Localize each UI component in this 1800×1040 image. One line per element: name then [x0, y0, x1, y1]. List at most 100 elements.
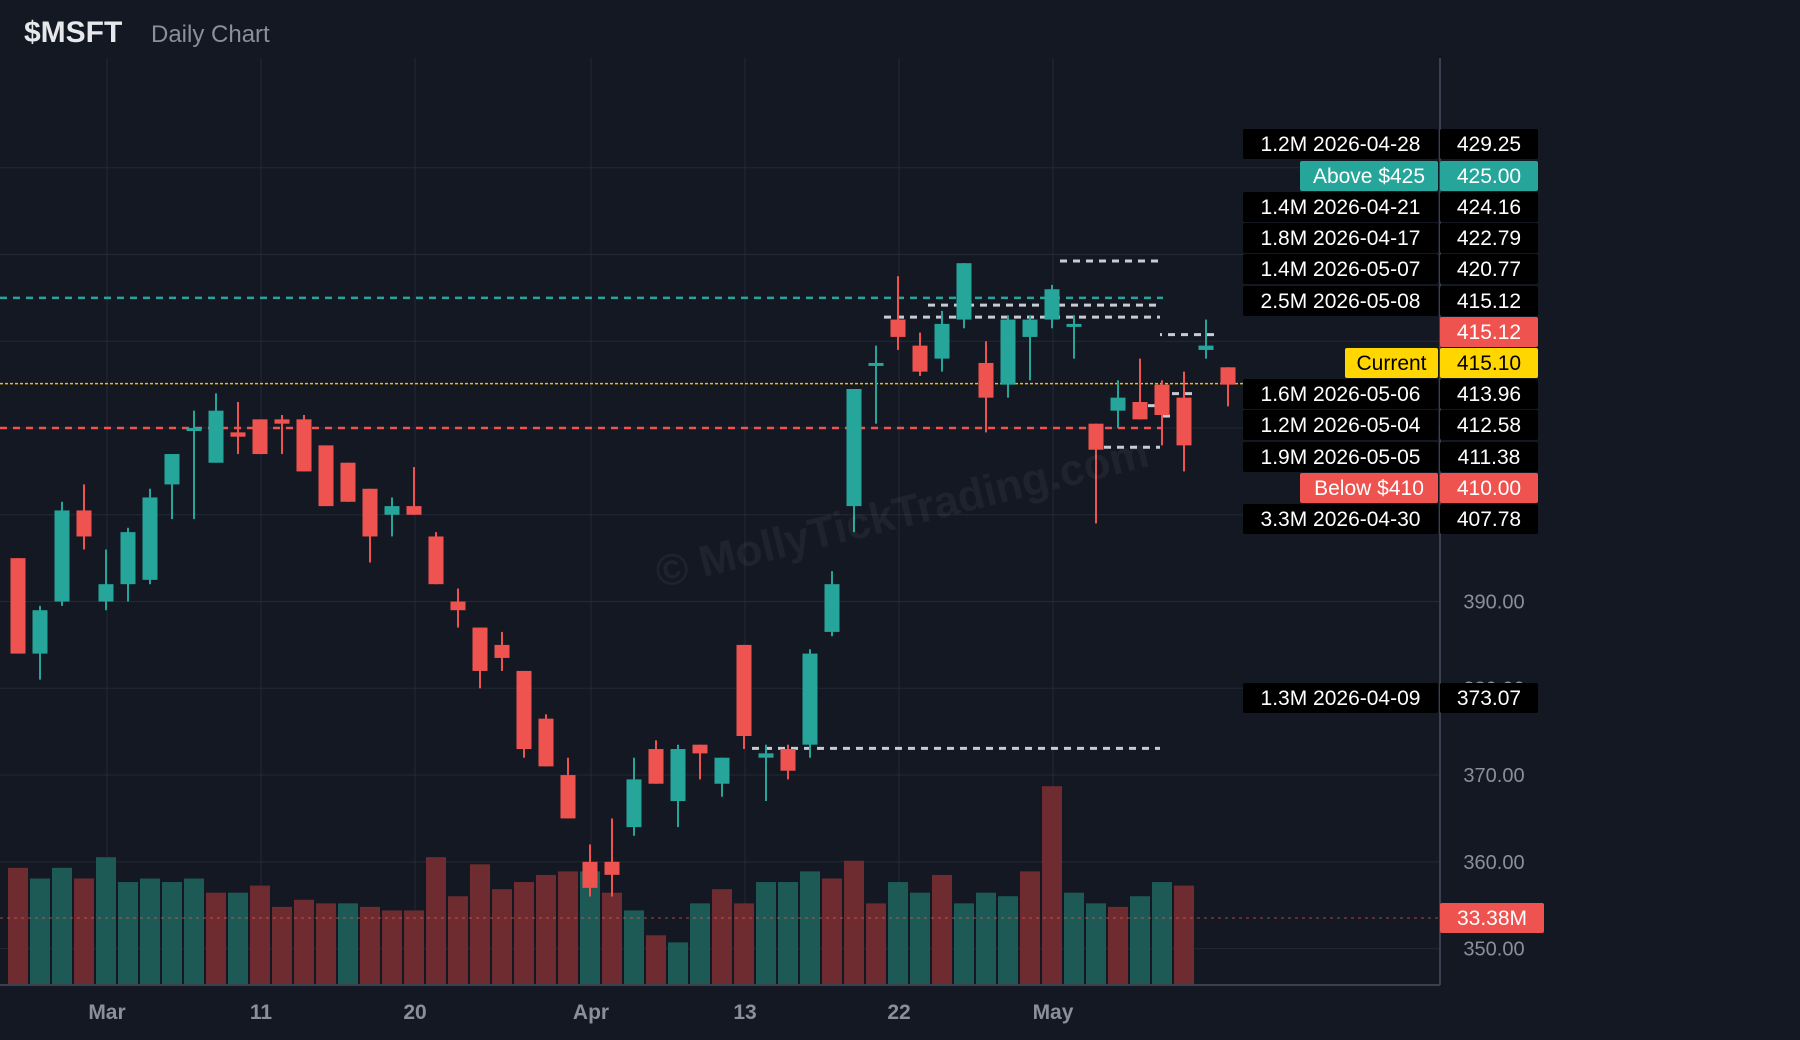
candle-body — [1044, 289, 1060, 320]
candle — [296, 415, 312, 472]
candle — [934, 310, 950, 372]
label-price-box — [1440, 286, 1538, 316]
candle — [428, 532, 444, 585]
x-tick-label: 22 — [887, 1001, 910, 1024]
volume-bar — [1174, 885, 1194, 985]
candle — [1220, 367, 1236, 407]
volume-bar — [558, 871, 578, 985]
candle — [516, 670, 532, 758]
volume-bar — [976, 892, 996, 985]
candle-body — [296, 419, 312, 472]
volume-bar — [624, 910, 644, 985]
label-left-box — [1243, 504, 1438, 534]
label-left-box — [1243, 192, 1438, 222]
candle-body — [802, 653, 818, 745]
label-left-box — [1243, 410, 1438, 440]
candle — [1022, 315, 1038, 381]
candle — [230, 401, 246, 455]
right-label-level: 1.2M 2026-05-04 412.58 — [1243, 410, 1538, 440]
volume-bar — [888, 882, 908, 985]
chart-subtitle: Daily Chart — [151, 21, 270, 48]
label-left-box — [1243, 442, 1438, 472]
label-left-text: 1.2M 2026-04-28 — [1261, 133, 1421, 156]
label-price-text: 420.77 — [1457, 258, 1521, 281]
candle-body — [10, 558, 26, 654]
volume-bar — [690, 903, 710, 985]
volume-bar — [866, 903, 886, 985]
volume-bar — [800, 871, 820, 985]
volume-bar — [294, 899, 314, 985]
label-left-text: 3.3M 2026-04-30 — [1261, 508, 1421, 531]
candle-body — [406, 506, 422, 515]
volume-bar — [74, 878, 94, 985]
volume-bar — [404, 910, 424, 985]
candle-body — [208, 410, 224, 463]
candle-body — [230, 432, 246, 437]
y-tick-label: 390.00 — [1463, 592, 1524, 614]
candle — [362, 488, 378, 563]
candle-body — [890, 319, 906, 337]
candle-body — [428, 536, 444, 585]
candle-body — [54, 510, 70, 602]
label-price-box — [1440, 348, 1538, 378]
candle-body — [494, 644, 510, 658]
volume-bar — [536, 874, 556, 985]
candle-body — [120, 532, 136, 585]
candle-body — [164, 454, 180, 485]
candle — [538, 714, 554, 767]
volume-bar — [646, 935, 666, 985]
candle — [714, 757, 730, 797]
candle — [802, 649, 818, 758]
candle — [76, 484, 92, 550]
candle — [1044, 284, 1060, 329]
candle — [846, 388, 862, 533]
candle — [1000, 315, 1016, 398]
label-left-box — [1243, 254, 1438, 284]
label-price-text: 424.16 — [1457, 196, 1521, 219]
candle-body — [516, 670, 532, 750]
volume-bar — [514, 882, 534, 985]
candle-body — [340, 462, 356, 502]
label-left-text: 1.2M 2026-05-04 — [1261, 414, 1421, 437]
volume-bar — [1086, 903, 1106, 985]
candle — [824, 571, 840, 637]
label-price-box — [1440, 161, 1538, 191]
candle — [956, 263, 972, 329]
volume-bar — [272, 906, 292, 985]
candle — [1110, 380, 1126, 429]
volume-bar — [30, 878, 50, 985]
label-price-box — [1440, 504, 1538, 534]
right-label-current: Current 415.10 — [1345, 348, 1538, 378]
candle-body — [1088, 423, 1104, 450]
right-label-level: 2.5M 2026-05-08 415.12 — [1243, 286, 1538, 316]
volume-bar — [580, 871, 600, 985]
candle-body — [450, 601, 466, 611]
label-price-text: 425.00 — [1457, 165, 1521, 188]
label-price-text: 412.58 — [1457, 414, 1521, 437]
candle — [1088, 423, 1104, 524]
right-label-level: 1.2M 2026-04-28 429.25 — [1243, 129, 1538, 159]
volume-bar — [1020, 871, 1040, 985]
candle — [164, 454, 180, 520]
label-left-text: 1.4M 2026-04-21 — [1261, 196, 1421, 219]
candle — [54, 501, 70, 606]
candle — [1066, 315, 1082, 359]
candle — [120, 527, 136, 602]
right-label-last: 415.12 — [1440, 317, 1538, 347]
volume-bar — [778, 882, 798, 985]
candle — [582, 844, 598, 897]
candle-body — [1022, 319, 1038, 337]
candle — [978, 341, 994, 433]
candle — [560, 757, 576, 819]
label-left-box — [1243, 129, 1438, 159]
last-price-tag — [1440, 317, 1538, 347]
candle-body — [824, 584, 840, 632]
volume-bar — [228, 892, 248, 985]
label-price-box — [1440, 192, 1538, 222]
volume-bar — [910, 892, 930, 985]
volume-bar — [162, 882, 182, 985]
volume-bars — [0, 786, 1440, 985]
candle-body — [736, 644, 752, 737]
